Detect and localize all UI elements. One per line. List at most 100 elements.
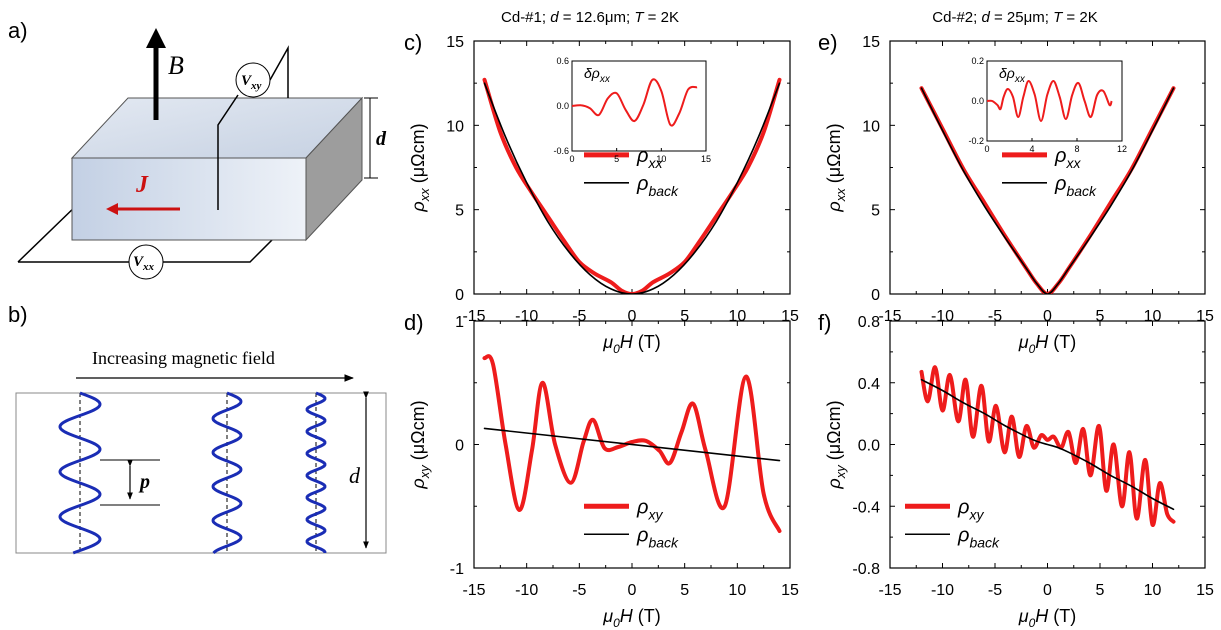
y-axis-label: ρxy (μΩcm) [408, 400, 432, 489]
inset-x-tick-label: 5 [614, 154, 619, 164]
series-line-background [483, 82, 781, 294]
x-tick-label: 5 [1096, 308, 1105, 325]
thickness-label: d [376, 128, 387, 150]
y-tick-label: 0.8 [858, 314, 880, 331]
x-tick-label: -15 [878, 582, 901, 599]
panel-b-schematic: b) Increasing magnetic field p d [8, 302, 387, 555]
helix-thickness-label: d [349, 463, 361, 488]
vxy-label: Vxy [241, 73, 262, 92]
inset-c: 0 5 10 15 -0.6 0.0 0.6 δρxx [553, 56, 711, 164]
inset-series-line [571, 78, 698, 127]
y-tick-label: 15 [446, 34, 464, 51]
x-tick-label: 5 [1096, 582, 1105, 599]
y-tick-label: 1 [455, 314, 464, 331]
y-tick-label: 5 [455, 203, 464, 220]
legend-label: ρback [636, 524, 679, 550]
header-left: Cd-#1; d = 12.6μm; T = 2K [501, 9, 679, 26]
panel-b-title: Increasing magnetic field [92, 348, 275, 368]
helix-wave-2 [211, 391, 243, 555]
inset-x-tick-label: 0 [569, 154, 574, 164]
legend-label: ρxx [1054, 145, 1081, 171]
x-tick-label: 15 [1196, 582, 1214, 599]
vxy-wire-2 [269, 45, 289, 98]
helix-wave-3 [305, 391, 327, 553]
y-tick-label: -1 [450, 561, 464, 578]
vxy-wire [217, 94, 239, 210]
x-tick-label: 5 [680, 308, 689, 325]
inset-y-tick-label: 0.6 [556, 56, 569, 66]
legend-label: ρback [957, 524, 1000, 550]
y-axis-label: ρxy (μΩcm) [824, 400, 848, 489]
x-tick-label: 15 [781, 582, 799, 599]
panel-e-label: e) [818, 30, 838, 55]
inset-e: 0 4 8 12 -0.2 0.0 0.2 δρxx [968, 56, 1127, 154]
pitch-label: p [138, 471, 150, 493]
inset-y-label: δρxx [584, 65, 611, 85]
y-tick-label: 0 [455, 438, 464, 455]
x-axis-label: μ0H (T) [602, 332, 661, 356]
x-axis-label: μ0H (T) [1018, 606, 1077, 630]
y-tick-label: 10 [862, 118, 880, 135]
header-right: Cd-#2; d = 25μm; T = 2K [932, 9, 1097, 26]
x-axis-label: μ0H (T) [1018, 332, 1077, 356]
inset-x-tick-label: 0 [984, 144, 989, 154]
series-line-background [920, 87, 1175, 294]
inset-y-tick-label: -0.6 [553, 146, 569, 156]
series-line-measured [919, 86, 1176, 294]
x-tick-label: 0 [1043, 308, 1052, 325]
x-axis-label: μ0H (T) [602, 606, 661, 630]
y-tick-label: 15 [862, 34, 880, 51]
x-tick-label: 0 [1043, 582, 1052, 599]
vxx-meter-icon [128, 244, 164, 280]
y-tick-label: 0.0 [858, 438, 880, 455]
panel-b-label: b) [8, 302, 28, 327]
vxx-wire-left [17, 201, 81, 263]
x-tick-label: -15 [462, 582, 485, 599]
sample-front-face [71, 157, 307, 241]
x-tick-label: -10 [515, 582, 538, 599]
inset-y-tick-label: 0.0 [556, 101, 569, 111]
inset-y-tick-label: 0.2 [971, 56, 984, 66]
legend-label: ρxy [636, 496, 663, 522]
panel-f-label: f) [818, 310, 831, 335]
b-field-label: B [168, 51, 184, 80]
panel-a-label: a) [8, 18, 28, 43]
series-line-background [920, 378, 1175, 511]
current-label: J [135, 172, 149, 198]
legend-label: ρxy [957, 496, 984, 522]
series-line-measured [482, 77, 782, 294]
panel-d-label: d) [404, 310, 424, 335]
inset-y-label: δρxx [999, 65, 1026, 85]
series-line-background [483, 427, 781, 462]
x-tick-label: 0 [628, 308, 637, 325]
chart-f: -15 -10 -5 0 5 10 15 -0.8 -0.4 0.0 0.4 0.8 μ0H (T) ρx… [824, 314, 1214, 630]
series-line-measured [919, 365, 1176, 527]
y-axis-label: ρxx (μΩcm) [824, 123, 848, 212]
helix-frame [15, 392, 387, 554]
x-tick-label: 10 [1144, 582, 1162, 599]
inset-y-tick-label: -0.2 [968, 136, 984, 146]
x-tick-label: 10 [728, 582, 746, 599]
y-tick-label: 0 [871, 287, 880, 304]
inset-y-tick-label: 0.0 [971, 96, 984, 106]
legend-label: ρback [636, 173, 679, 199]
inset-x-tick-label: 8 [1074, 144, 1079, 154]
y-tick-label: 5 [871, 203, 880, 220]
x-tick-label: -5 [988, 582, 1002, 599]
x-tick-label: 0 [628, 582, 637, 599]
inset-series-line [986, 80, 1113, 123]
vxx-label: Vxx [133, 254, 155, 273]
y-tick-label: 10 [446, 118, 464, 135]
vxy-meter-icon [235, 62, 271, 98]
y-tick-label: 0 [455, 287, 464, 304]
series-line-measured [482, 354, 782, 533]
x-tick-label: -10 [931, 582, 954, 599]
inset-frame [986, 60, 1123, 142]
inset-frame [571, 60, 707, 152]
y-tick-label: 0.4 [858, 376, 880, 393]
panel-c-label: c) [404, 30, 422, 55]
